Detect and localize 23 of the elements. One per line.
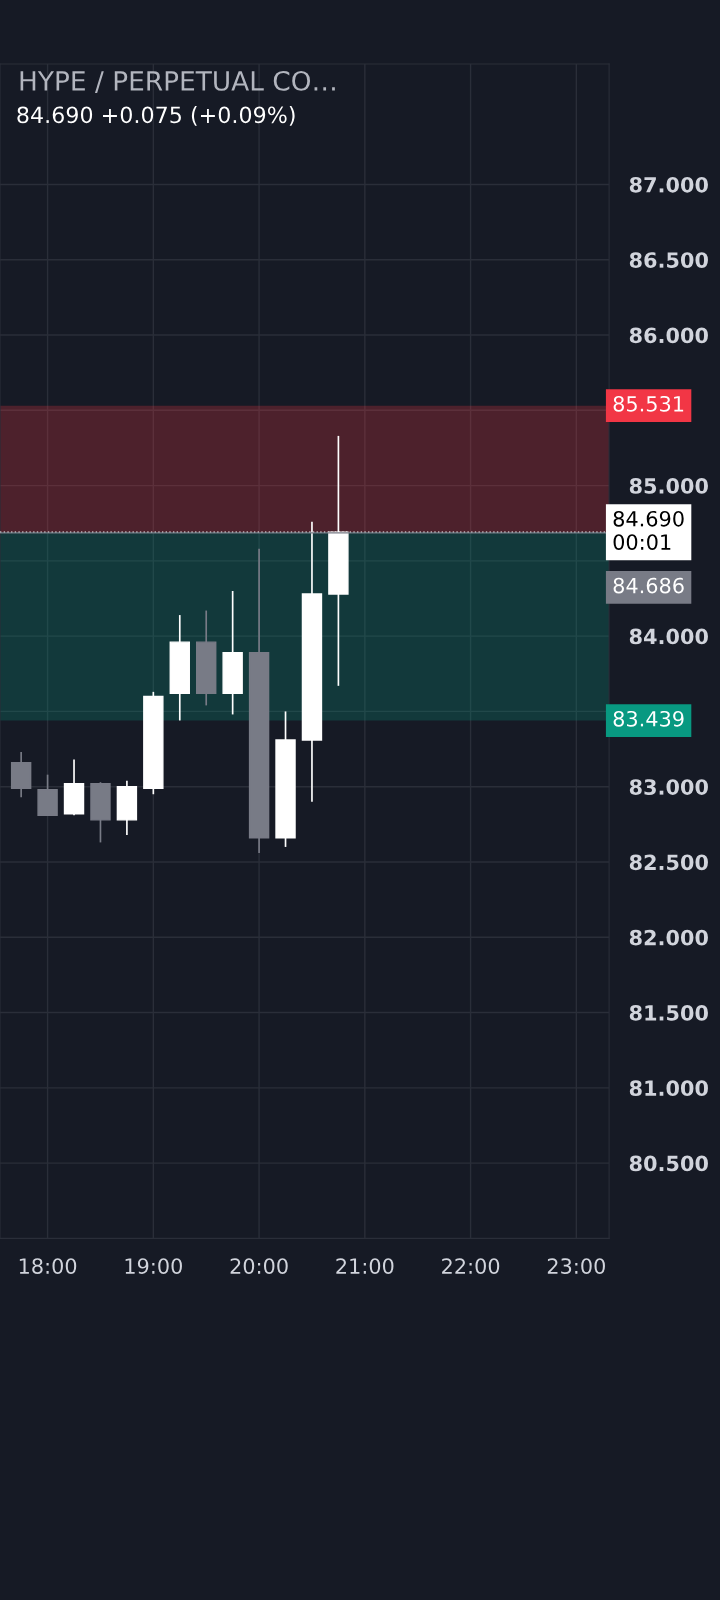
x-tick-label: 22:00: [442, 1258, 500, 1274]
chart-title: HYPE / PERPETUAL CO…: [20, 70, 335, 93]
x-tick-label: 18:00: [19, 1258, 77, 1274]
y-tick-label: 86.500: [629, 252, 708, 268]
band-label: 83.439: [613, 710, 684, 727]
y-tick-label: 81.500: [629, 1005, 708, 1021]
band-label: 85.531: [613, 395, 684, 412]
ref-line-label: 84.686: [613, 577, 684, 594]
y-tick-label: 87.000: [629, 176, 708, 193]
x-tick-label: 19:00: [125, 1258, 182, 1274]
x-tick-label: 20:00: [230, 1258, 288, 1274]
x-tick-label: 21:00: [336, 1258, 394, 1274]
y-tick-label: 84.000: [629, 628, 708, 645]
y-tick-label: 82.500: [629, 854, 708, 871]
y-tick-label: 85.000: [629, 478, 708, 494]
y-tick-label: 82.000: [629, 929, 708, 946]
y-tick-label: 81.000: [629, 1080, 708, 1097]
text: 84.690 +0.075 (+0.09%): [17, 106, 295, 126]
y-tick-label: 80.500: [629, 1155, 708, 1172]
y-tick-label: 83.000: [629, 779, 708, 795]
y-tick-label: 86.000: [629, 327, 708, 344]
ref-line-label: 84.690 00:01: [613, 510, 684, 550]
x-tick-label: 23:00: [547, 1258, 605, 1274]
